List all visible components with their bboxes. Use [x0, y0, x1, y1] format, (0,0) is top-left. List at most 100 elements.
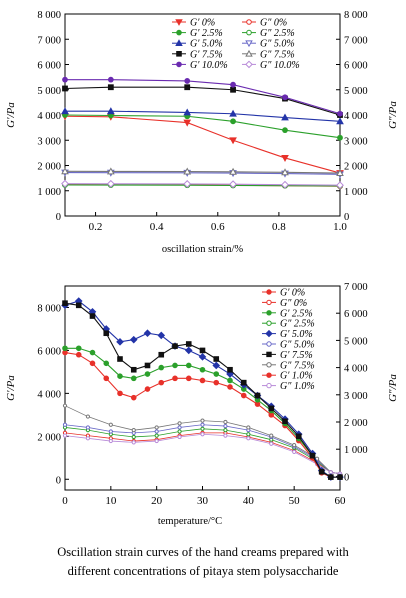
y-tick-label-right: 1 000: [344, 445, 368, 456]
data-point: [227, 366, 233, 373]
data-point: [200, 418, 205, 423]
y-tick-label-left: 8 000: [37, 303, 61, 314]
data-point: [131, 428, 136, 433]
legend-label: G′ 5.0%: [190, 39, 223, 50]
data-point: [230, 86, 236, 93]
y-tick-label-left: 7 000: [37, 35, 61, 46]
data-point: [75, 345, 82, 352]
y-tick-label-right: 1 000: [344, 187, 368, 198]
y-tick-label-left: 8 000: [37, 10, 61, 21]
data-point: [108, 422, 113, 427]
legend-marker: [175, 39, 183, 46]
y-tick-label-right: 7 000: [344, 282, 368, 293]
legend-label: G′ 10.0%: [190, 60, 228, 71]
data-point: [62, 345, 68, 352]
figure-caption: Oscillation strain curves of the hand cr…: [0, 543, 406, 581]
series-line: [64, 433, 341, 475]
data-point: [184, 84, 191, 91]
data-point: [227, 377, 233, 384]
data-point: [227, 384, 233, 390]
legend-marker: [245, 40, 253, 48]
data-point: [177, 421, 182, 426]
data-point: [229, 180, 237, 189]
series-line: [64, 183, 341, 186]
data-point: [295, 433, 302, 440]
data-point: [185, 375, 192, 382]
data-point: [282, 418, 288, 425]
legend-marker: [266, 382, 272, 389]
data-point: [223, 433, 228, 438]
y-tick-label-left: 2 000: [37, 162, 61, 173]
x-tick-label: 0.2: [89, 221, 103, 233]
data-point: [240, 392, 247, 399]
data-point: [85, 436, 91, 441]
data-point: [184, 78, 191, 84]
data-point: [240, 379, 247, 386]
data-point: [107, 84, 114, 91]
data-point: [177, 434, 182, 440]
data-point: [131, 434, 136, 440]
data-point: [281, 180, 289, 189]
x-tick-label: 20: [151, 495, 163, 507]
data-point: [177, 429, 182, 434]
data-point: [61, 167, 69, 175]
data-point: [154, 433, 159, 438]
data-point: [281, 113, 289, 121]
data-point: [172, 343, 178, 349]
data-point: [254, 392, 261, 399]
series-line: [65, 110, 341, 122]
data-point: [107, 76, 114, 83]
data-point: [62, 403, 68, 408]
data-point: [158, 351, 165, 358]
legend-marker: [266, 351, 272, 358]
data-point: [268, 405, 275, 412]
data-point: [117, 356, 123, 362]
x-tick-label: 0.6: [211, 221, 225, 233]
x-tick-label: 50: [289, 495, 301, 507]
data-point: [184, 346, 193, 355]
legend-marker: [175, 19, 183, 26]
data-point: [75, 302, 82, 309]
series-line: [64, 172, 341, 175]
y-tick-label-right: 0: [344, 212, 349, 223]
y-tick-label-left: 0: [56, 475, 61, 486]
legend-label: G″ 2.5%: [260, 28, 295, 39]
data-point: [230, 81, 236, 88]
legend-label: G′ 2.5%: [190, 28, 223, 39]
data-point: [183, 180, 192, 188]
y-axis-label-right: G″/Pa: [387, 374, 399, 402]
y-tick-label-right: 5 000: [344, 86, 368, 97]
data-point: [199, 347, 206, 354]
series-line: [64, 86, 341, 116]
x-tick-label: 0.8: [272, 221, 286, 233]
data-point: [131, 440, 136, 445]
y-axis-label-left: G′/Pa: [5, 375, 17, 401]
data-point: [185, 362, 192, 369]
legend-label: G″ 1.0%: [280, 381, 315, 392]
data-point: [282, 94, 288, 101]
x-tick-label: 0: [62, 495, 68, 507]
data-point: [281, 168, 289, 176]
y-tick-label-right: 4 000: [344, 364, 368, 375]
y-tick-label-right: 4 000: [344, 111, 368, 122]
data-point: [198, 353, 207, 361]
data-point: [269, 433, 274, 438]
data-point: [62, 300, 68, 306]
series-line: [64, 115, 341, 174]
data-point: [103, 330, 110, 337]
data-point: [172, 375, 178, 382]
series-line: [64, 432, 341, 475]
data-point: [337, 110, 343, 117]
legend-label: G″ 0%: [280, 298, 307, 309]
legend-label: G′ 0%: [280, 288, 305, 299]
y-tick-label-left: 4 000: [37, 111, 61, 122]
data-point: [336, 181, 344, 190]
legend-label: G″ 7.5%: [260, 49, 295, 60]
legend-marker: [266, 310, 272, 316]
legend-label: G′ 7.5%: [280, 350, 313, 361]
legend-label: G″ 2.5%: [280, 319, 315, 330]
data-point: [89, 313, 96, 319]
data-point: [157, 331, 166, 340]
data-point: [144, 362, 151, 369]
